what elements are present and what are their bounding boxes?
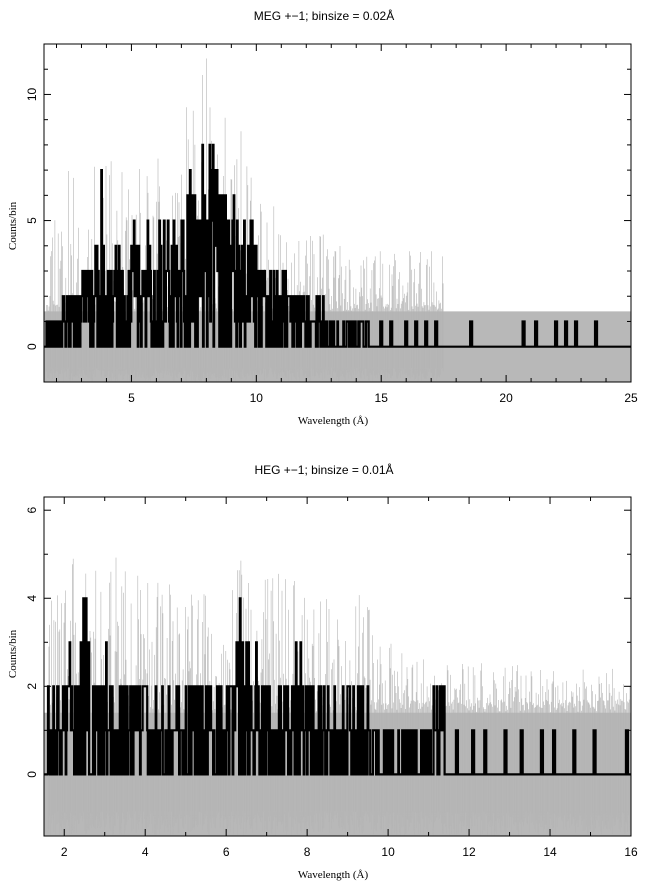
heg-x-tick-label: 16	[624, 845, 638, 859]
meg-plot-area: 5 10 15 20 25 0 5 10	[25, 43, 638, 405]
heg-spike	[483, 729, 488, 775]
heg-spike	[471, 729, 476, 775]
heg-spike	[539, 729, 545, 775]
meg-x-tick-label: 10	[250, 391, 264, 405]
meg-histogram	[44, 143, 631, 348]
heg-x-tick-label: 10	[381, 845, 395, 859]
meg-spike	[414, 320, 419, 347]
heg-panel: HEG +−1; binsize = 0.01Å 2 4 6 8 10 12 14 16 0 2 4…	[7, 462, 638, 881]
heg-title: HEG +−1; binsize = 0.01Å	[254, 462, 393, 477]
heg-y-axis-label: Counts/bin	[7, 629, 19, 678]
meg-y-axis-label: Counts/bin	[7, 201, 19, 250]
meg-spike	[389, 320, 394, 347]
heg-plot-frame	[43, 496, 632, 837]
meg-x-tick-label: 20	[499, 391, 513, 405]
meg-y-tick-label: 10	[25, 87, 39, 101]
heg-x-tick-label: 2	[61, 845, 68, 859]
meg-spike	[424, 320, 429, 347]
heg-x-tick-label: 12	[462, 845, 476, 859]
meg-spike	[379, 320, 384, 347]
heg-spike	[572, 729, 577, 775]
meg-spike	[573, 320, 579, 347]
meg-y-tick-label: 5	[25, 217, 39, 224]
heg-spike	[624, 729, 630, 775]
heg-x-tick-label: 6	[223, 845, 230, 859]
meg-x-tick-label: 5	[128, 391, 135, 405]
heg-spike	[592, 729, 597, 775]
meg-spike	[404, 320, 409, 347]
heg-spike	[551, 729, 557, 775]
meg-x-axis-label: Wavelength (Å)	[298, 415, 369, 427]
heg-histogram	[44, 597, 631, 776]
heg-spike	[519, 729, 524, 775]
heg-plot-area: 2 4 6 8 10 12 14 16 0 2 4 6	[25, 496, 638, 859]
meg-spike	[434, 320, 439, 347]
heg-x-tick-label: 14	[543, 845, 557, 859]
meg-panel: MEG +−1; binsize = 0.02Å 5 10 15 20 25 0 5 10 W…	[7, 8, 638, 427]
meg-x-tick-label: 25	[624, 391, 638, 405]
meg-plot-frame	[43, 43, 632, 383]
heg-x-tick-label: 8	[304, 845, 311, 859]
meg-spike	[563, 320, 569, 347]
heg-spike	[503, 729, 508, 775]
meg-title: MEG +−1; binsize = 0.02Å	[254, 8, 394, 23]
meg-spike	[469, 320, 474, 347]
heg-x-axis-label: Wavelength (Å)	[298, 869, 369, 881]
heg-y-tick-label: 4	[25, 595, 39, 602]
meg-spike	[533, 320, 539, 347]
meg-y-tick-label: 0	[25, 343, 39, 350]
heg-x-tick-label: 4	[142, 845, 149, 859]
meg-spike	[593, 320, 599, 347]
heg-y-tick-label: 6	[25, 507, 39, 514]
meg-spike	[521, 320, 526, 347]
heg-y-tick-label: 2	[25, 683, 39, 690]
heg-spike	[454, 729, 460, 775]
meg-x-tick-label: 15	[375, 391, 389, 405]
heg-y-tick-label: 0	[25, 771, 39, 778]
meg-spike	[553, 320, 559, 347]
